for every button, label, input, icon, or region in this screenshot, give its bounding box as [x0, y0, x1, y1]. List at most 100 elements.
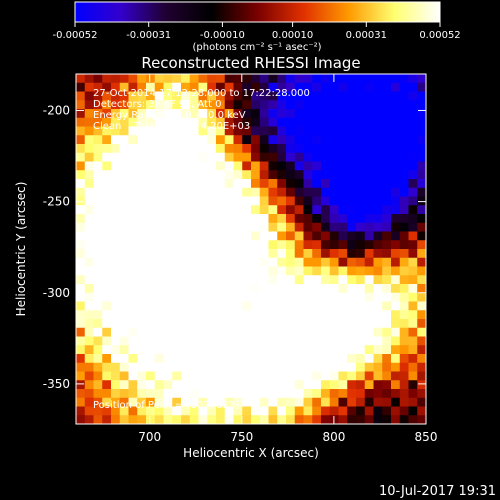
heatmap-cell	[137, 319, 147, 329]
colorbar-tick-label: -0.00031	[126, 30, 171, 41]
heatmap-cell	[373, 275, 383, 285]
heatmap-cell	[181, 179, 191, 189]
heatmap-cell	[364, 336, 375, 346]
heatmap-cell	[242, 109, 252, 119]
heatmap-cell	[408, 292, 418, 303]
heatmap-cell	[93, 152, 103, 163]
heatmap-cell	[189, 345, 200, 355]
heatmap-cell	[102, 214, 112, 224]
heatmap-cell	[172, 415, 182, 424]
heatmap-cell	[233, 310, 243, 320]
heatmap-cell	[329, 231, 340, 241]
heatmap-cell	[294, 257, 305, 268]
heatmap-cell	[154, 240, 165, 250]
heatmap-cell	[321, 135, 331, 145]
heatmap-cell	[93, 135, 103, 145]
heatmap-cell	[163, 292, 173, 303]
heatmap-cell	[259, 275, 270, 285]
heatmap-cell	[119, 91, 130, 101]
heatmap-cell	[373, 327, 383, 338]
heatmap-cell	[259, 109, 270, 119]
heatmap-cell	[154, 249, 165, 259]
heatmap-cell	[119, 257, 130, 268]
heatmap-cell	[259, 214, 270, 224]
heatmap-cell	[233, 284, 243, 294]
heatmap-cell	[356, 327, 366, 338]
heatmap-cell	[154, 310, 165, 320]
heatmap-cell	[251, 205, 261, 215]
heatmap-cell	[181, 109, 191, 119]
heatmap-cell	[233, 126, 243, 136]
heatmap-cell	[119, 292, 130, 303]
heatmap-cell	[329, 310, 340, 320]
heatmap-cell	[198, 345, 208, 355]
heatmap-cell	[128, 222, 138, 233]
heatmap-cell	[216, 135, 226, 145]
heatmap-cell	[172, 231, 182, 241]
heatmap-cell	[338, 292, 348, 303]
heatmap-cell	[137, 117, 147, 128]
heatmap-cell	[417, 389, 426, 399]
heatmap-cell	[417, 284, 426, 294]
heatmap-cell	[128, 406, 138, 416]
heatmap-cell	[172, 284, 182, 294]
heatmap-cell	[312, 214, 322, 224]
heatmap-cell	[111, 100, 121, 110]
heatmap-cell	[146, 117, 156, 128]
heatmap-cell	[76, 284, 86, 294]
heatmap-cell	[198, 354, 208, 364]
heatmap-cell	[233, 214, 243, 224]
heatmap-cell	[286, 415, 296, 424]
heatmap-cell	[373, 161, 383, 171]
heatmap-cell	[198, 406, 208, 416]
heatmap-cell	[259, 126, 270, 136]
heatmap-cell	[102, 74, 112, 84]
heatmap-cell	[128, 345, 138, 355]
heatmap-cell	[312, 100, 322, 110]
heatmap-cell	[364, 214, 375, 224]
heatmap-cell	[373, 91, 383, 101]
heatmap-cell	[128, 275, 138, 285]
heatmap-cell	[391, 109, 401, 119]
heatmap-cell	[119, 100, 130, 110]
heatmap-cell	[408, 187, 418, 198]
heatmap-cell	[242, 301, 252, 311]
heatmap-cell	[347, 301, 357, 311]
heatmap-cell	[233, 336, 243, 346]
heatmap-cell	[329, 91, 340, 101]
heatmap-cell	[364, 91, 375, 101]
heatmap-cell	[207, 109, 217, 119]
heatmap-cell	[399, 91, 410, 101]
heatmap-cell	[76, 135, 86, 145]
heatmap-cell	[102, 82, 112, 93]
heatmap-cell	[216, 205, 226, 215]
heatmap-cell	[224, 161, 235, 171]
heatmap-cell	[382, 380, 392, 390]
heatmap-cell	[286, 371, 296, 381]
heatmap-cell	[146, 362, 156, 373]
heatmap-cell	[364, 196, 375, 206]
axes: 700 750 800 850-200-250-300-350	[43, 74, 437, 444]
heatmap-cell	[242, 397, 252, 408]
heatmap-cell	[268, 231, 278, 241]
heatmap-cell	[294, 231, 305, 241]
heatmap-cell	[137, 222, 147, 233]
heatmap-cell	[119, 135, 130, 145]
heatmap-cell	[119, 214, 130, 224]
heatmap-cell	[224, 257, 235, 268]
heatmap-cell	[233, 74, 243, 84]
heatmap-cell	[286, 109, 296, 119]
heatmap-cell	[259, 354, 270, 364]
heatmap-cell	[242, 144, 252, 154]
heatmap-cell	[163, 380, 173, 390]
heatmap-cell	[154, 196, 165, 206]
heatmap-cell	[76, 100, 86, 110]
heatmap-cell	[338, 74, 348, 84]
heatmap-cell	[399, 336, 410, 346]
heatmap-cell	[364, 100, 375, 110]
heatmap-cell	[259, 205, 270, 215]
heatmap-cell	[364, 371, 375, 381]
heatmap-cell	[146, 82, 156, 93]
heatmap-cell	[224, 179, 235, 189]
heatmap-cell	[119, 170, 130, 180]
